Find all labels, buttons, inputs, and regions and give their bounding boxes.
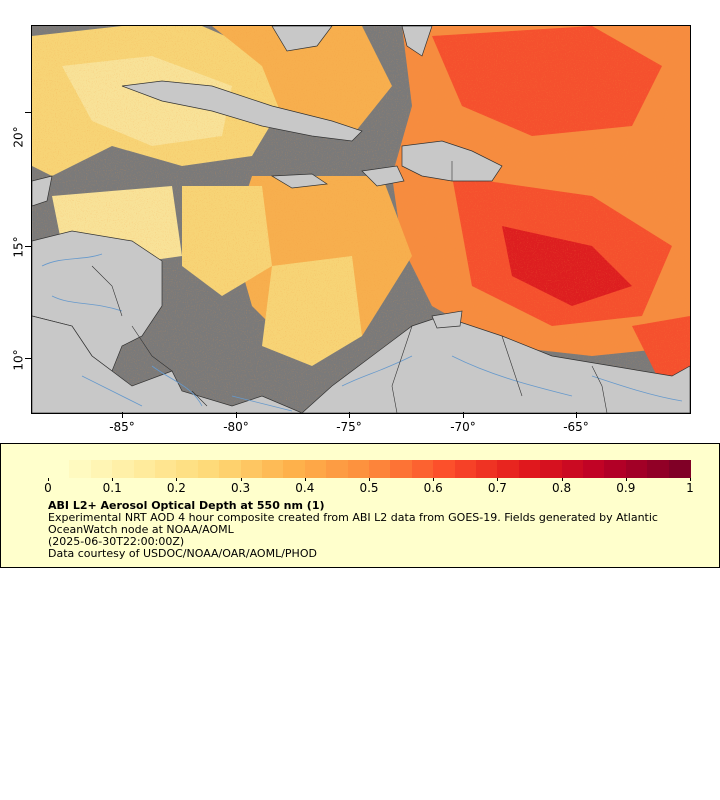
legend-description: Experimental NRT AOD 4 hour composite cr… [48, 511, 658, 536]
aod-texture [32, 26, 690, 413]
colorbar-segment [304, 460, 327, 478]
legend-credit: Data courtesy of USDOC/NOAA/OAR/AOML/PHO… [48, 547, 317, 560]
colorbar-segment [476, 460, 498, 478]
colorbar-segment [176, 460, 199, 478]
colorbar-tick-label: 0.2 [166, 481, 186, 495]
colorbar-tick [561, 478, 563, 481]
colorbar-segment [219, 460, 242, 478]
aod-map [31, 25, 691, 414]
colorbar-tick-label: 0.9 [616, 481, 636, 495]
colorbar-segment [561, 460, 584, 478]
lon-label: -65° [563, 420, 589, 434]
colorbar-tick-label: 0.6 [423, 481, 443, 495]
lat-label: 20° [11, 126, 26, 148]
colorbar-segment [583, 460, 605, 478]
map-canvas [32, 26, 690, 413]
lon-tick [349, 412, 350, 418]
colorbar-segment [390, 460, 413, 478]
country-borders [91, 161, 608, 413]
colorbar-segment [625, 460, 648, 478]
lat-tick [25, 358, 31, 359]
colorbar-tick-label: 0 [44, 481, 52, 495]
colorbar-segment [69, 460, 92, 478]
rivers [41, 253, 683, 412]
colorbar-tick-label: 0.3 [231, 481, 251, 495]
colorbar [48, 460, 691, 478]
lat-tick [25, 112, 31, 113]
colorbar-tick [240, 478, 242, 481]
colorbar-segment [133, 460, 156, 478]
colorbar-segment [262, 460, 284, 478]
colorbar-segment [90, 460, 113, 478]
colorbar-tick [304, 478, 306, 481]
colorbar-tick-label: 0.4 [295, 481, 315, 495]
lon-tick [576, 412, 577, 418]
colorbar-segment [647, 460, 670, 478]
lon-label: -70° [450, 420, 476, 434]
legend-timestamp: (2025-06-30T22:00:00Z) [48, 535, 185, 548]
colorbar-tick [176, 478, 178, 481]
lon-tick [236, 412, 237, 418]
colorbar-tick-label: 1 [686, 481, 694, 495]
legend-panel: 0 0.1 0.2 0.3 0.4 0.5 0.6 0.7 0.8 0.9 1 ABI L2+ Ae… [0, 443, 720, 568]
colorbar-tick [112, 478, 114, 481]
lon-label: -85° [109, 420, 135, 434]
colorbar-segment [283, 460, 306, 478]
colorbar-segment [411, 460, 434, 478]
colorbar-segment [518, 460, 541, 478]
lon-tick [122, 412, 123, 418]
legend-title: ABI L2+ Aerosol Optical Depth at 550 nm … [48, 499, 325, 512]
colorbar-segment [48, 460, 70, 478]
colorbar-tick [690, 478, 691, 481]
colorbar-segment [454, 460, 477, 478]
colorbar-segment [240, 460, 263, 478]
colorbar-segment [197, 460, 220, 478]
colorbar-segment [112, 460, 135, 478]
colorbar-tick [497, 478, 499, 481]
colorbar-tick [433, 478, 435, 481]
legend-text: ABI L2+ Aerosol Optical Depth at 550 nm … [48, 500, 698, 560]
lon-tick [463, 412, 464, 418]
colorbar-tick-label: 0.1 [102, 481, 122, 495]
colorbar-tick-label: 0.8 [552, 481, 572, 495]
colorbar-tick-label: 0.5 [359, 481, 379, 495]
colorbar-tick [369, 478, 370, 481]
colorbar-segment [326, 460, 349, 478]
colorbar-tick [625, 478, 627, 481]
colorbar-segment [433, 460, 456, 478]
colorbar-segment [155, 460, 177, 478]
colorbar-segment [604, 460, 627, 478]
lon-label: -80° [223, 420, 249, 434]
colorbar-segment [347, 460, 370, 478]
colorbar-segment [668, 460, 691, 478]
colorbar-segment [497, 460, 520, 478]
lat-label: 15° [11, 236, 26, 258]
colorbar-tick [48, 478, 49, 481]
land [32, 26, 690, 413]
lat-label: 10° [11, 349, 26, 371]
colorbar-tick-label: 0.7 [487, 481, 507, 495]
lat-tick [25, 246, 31, 247]
colorbar-segment [540, 460, 563, 478]
colorbar-segment [369, 460, 391, 478]
lon-label: -75° [336, 420, 362, 434]
